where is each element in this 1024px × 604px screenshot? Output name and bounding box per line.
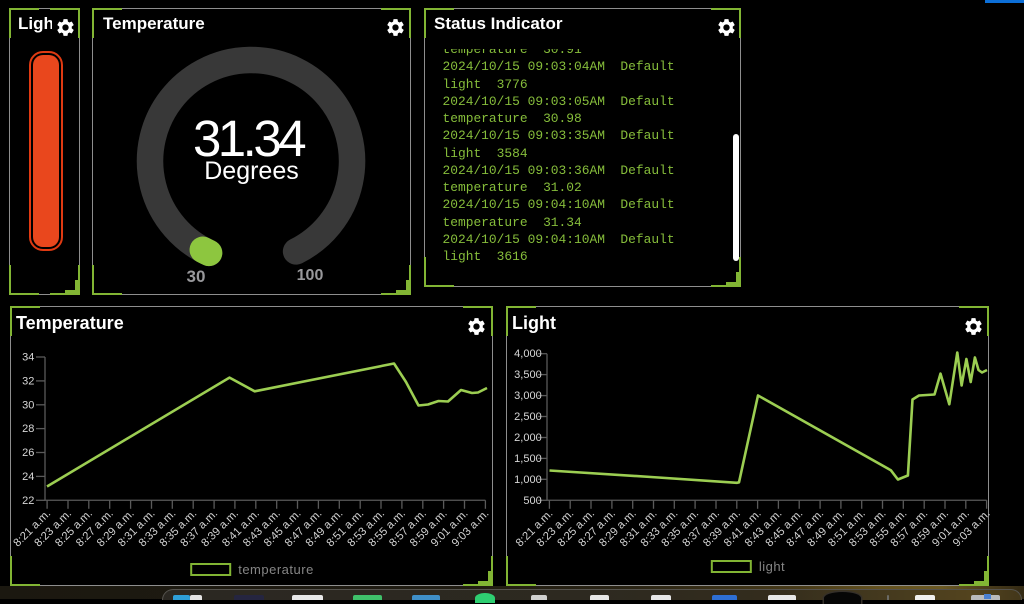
svg-text:32: 32 bbox=[22, 375, 34, 387]
svg-text:1,500: 1,500 bbox=[514, 453, 542, 465]
svg-text:26: 26 bbox=[22, 447, 34, 459]
svg-text:1,000: 1,000 bbox=[514, 474, 542, 486]
svg-text:3,000: 3,000 bbox=[514, 390, 542, 402]
svg-text:500: 500 bbox=[523, 495, 541, 507]
svg-text:2,500: 2,500 bbox=[514, 411, 542, 423]
svg-text:24: 24 bbox=[22, 471, 34, 483]
svg-text:22: 22 bbox=[22, 495, 34, 507]
svg-text:4,000: 4,000 bbox=[514, 348, 542, 360]
svg-text:28: 28 bbox=[22, 423, 34, 435]
svg-text:3,500: 3,500 bbox=[514, 369, 542, 381]
svg-text:2,000: 2,000 bbox=[514, 432, 542, 444]
svg-text:34: 34 bbox=[22, 352, 34, 364]
svg-text:30: 30 bbox=[22, 399, 34, 411]
